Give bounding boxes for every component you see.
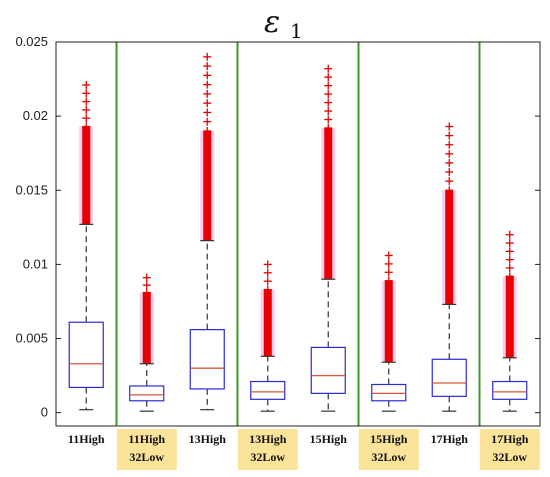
outlier-band-2 — [203, 130, 212, 241]
box-iqr-1 — [129, 385, 165, 402]
x-tick-label-1-1: 32Low — [129, 450, 164, 464]
outlier-band-6 — [445, 190, 454, 305]
box-group-5 — [371, 251, 407, 412]
y-tick-label-1: 0.005 — [15, 331, 48, 346]
outlier-band-4 — [324, 127, 333, 280]
box-group-4 — [310, 64, 346, 412]
box-iqr-3 — [250, 380, 286, 400]
outlier-band-3 — [263, 289, 272, 357]
outlier-band-0 — [82, 126, 91, 225]
x-label-highlight-5 — [358, 429, 419, 470]
y-tick-label-2: 0.01 — [23, 256, 48, 271]
x-tick-label-5-1: 32Low — [371, 450, 406, 464]
x-tick-label-1-0: 11High — [128, 432, 165, 446]
outlier-band-7 — [505, 276, 514, 358]
x-axis: 11High 11High 32Low 13High 13High 32Low 15High… — [68, 429, 540, 470]
box-group-3 — [250, 260, 286, 412]
x-tick-label-2-0: 13High — [189, 432, 227, 446]
outlier-band-5 — [384, 280, 393, 363]
box-group-0 — [68, 80, 104, 411]
box-iqr-4 — [310, 346, 346, 394]
plot-frame — [55, 41, 541, 427]
y-tick-label-0: 0 — [41, 405, 48, 420]
x-tick-label-3-0: 13High — [249, 432, 287, 446]
x-tick-label-4-0: 15High — [310, 432, 348, 446]
y-tick-label-4: 0.02 — [23, 108, 48, 123]
box-iqr-6 — [431, 358, 467, 397]
box-group-1 — [129, 273, 165, 412]
outlier-band-1 — [142, 292, 151, 364]
chart-title-symbol: ε — [264, 5, 280, 40]
box-group-2 — [189, 52, 225, 411]
x-tick-label-7-1: 32Low — [492, 450, 527, 464]
box-group-7 — [492, 230, 528, 412]
x-label-highlight-1 — [116, 429, 177, 470]
x-tick-label-5-0: 15High — [370, 432, 408, 446]
y-tick-label-3: 0.015 — [15, 182, 48, 197]
x-tick-label-7-0: 17High — [491, 432, 529, 446]
y-axis: 0 0.005 0.01 0.015 0.02 0.025 — [15, 34, 540, 420]
chart-title: ε 1 — [264, 5, 303, 43]
box-iqr-5 — [371, 383, 407, 402]
x-label-highlight-3 — [237, 429, 298, 470]
chart-title-subscript: 1 — [290, 19, 303, 43]
x-tick-label-6-0: 17High — [431, 432, 469, 446]
y-tick-label-5: 0.025 — [15, 34, 48, 49]
box-iqr-7 — [492, 380, 528, 400]
box-iqr-0 — [68, 321, 104, 389]
x-tick-label-0-0: 11High — [68, 432, 105, 446]
x-tick-label-3-1: 32Low — [250, 450, 285, 464]
box-group-6 — [431, 122, 467, 412]
box-iqr-2 — [189, 329, 225, 390]
plot-area — [68, 42, 528, 426]
x-label-highlight-7 — [479, 429, 540, 470]
